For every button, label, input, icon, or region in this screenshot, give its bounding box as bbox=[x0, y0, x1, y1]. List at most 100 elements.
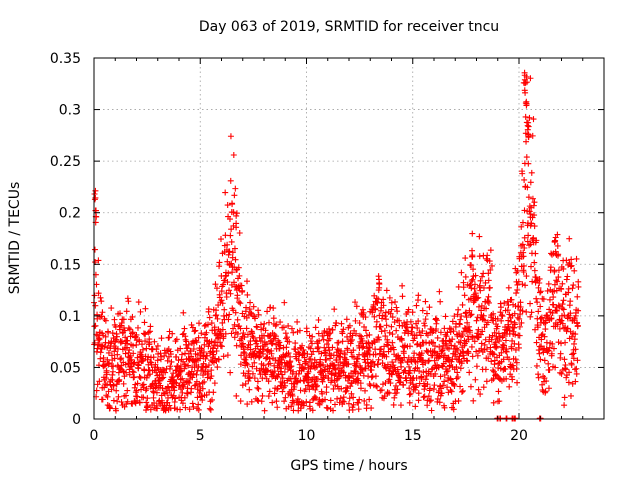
data-point bbox=[118, 355, 125, 362]
data-point bbox=[466, 323, 473, 330]
data-point bbox=[508, 296, 515, 303]
data-point bbox=[427, 397, 434, 404]
data-point bbox=[449, 336, 456, 343]
data-point bbox=[313, 395, 320, 402]
data-point bbox=[473, 363, 480, 370]
data-point bbox=[463, 314, 470, 321]
data-point bbox=[234, 316, 241, 323]
data-point bbox=[212, 312, 219, 319]
data-point bbox=[309, 333, 316, 340]
data-point bbox=[324, 405, 331, 412]
data-point bbox=[195, 406, 202, 413]
data-point bbox=[237, 300, 244, 307]
data-point bbox=[140, 357, 147, 364]
data-point bbox=[538, 314, 545, 321]
data-point bbox=[466, 369, 473, 376]
data-point bbox=[488, 262, 495, 269]
x-tick-label: 15 bbox=[404, 428, 422, 444]
data-point bbox=[438, 350, 445, 357]
x-axis-label: GPS time / hours bbox=[290, 458, 407, 474]
data-point bbox=[427, 385, 434, 392]
data-point bbox=[234, 292, 241, 299]
data-point bbox=[135, 299, 142, 306]
data-point bbox=[516, 323, 523, 330]
data-point bbox=[139, 346, 146, 353]
data-point bbox=[535, 347, 542, 354]
data-point bbox=[239, 287, 246, 294]
data-point bbox=[436, 343, 443, 350]
data-point bbox=[436, 288, 443, 295]
data-point bbox=[227, 177, 234, 184]
data-point bbox=[348, 390, 355, 397]
data-point bbox=[457, 365, 464, 372]
data-point bbox=[483, 305, 490, 312]
data-point bbox=[516, 315, 523, 322]
data-point bbox=[340, 369, 347, 376]
data-point bbox=[253, 323, 260, 330]
data-point bbox=[130, 360, 137, 367]
data-point bbox=[205, 370, 212, 377]
data-point bbox=[300, 365, 307, 372]
data-point bbox=[224, 352, 231, 359]
data-point bbox=[488, 336, 495, 343]
data-point bbox=[348, 336, 355, 343]
data-point bbox=[191, 357, 198, 364]
data-point bbox=[405, 363, 412, 370]
data-point bbox=[214, 315, 221, 322]
data-point bbox=[181, 381, 188, 388]
data-point bbox=[491, 351, 498, 358]
data-point bbox=[98, 345, 105, 352]
data-point bbox=[463, 357, 470, 364]
data-point bbox=[315, 316, 322, 323]
data-point bbox=[493, 344, 500, 351]
data-point bbox=[344, 347, 351, 354]
data-point bbox=[97, 294, 104, 301]
data-point bbox=[125, 325, 132, 332]
grid-lines bbox=[94, 58, 604, 419]
data-point bbox=[393, 304, 400, 311]
data-point bbox=[407, 390, 414, 397]
data-point bbox=[283, 335, 290, 342]
data-point bbox=[229, 249, 236, 256]
data-point bbox=[499, 313, 506, 320]
data-point bbox=[137, 374, 144, 381]
data-point bbox=[484, 319, 491, 326]
data-point bbox=[472, 272, 479, 279]
data-point bbox=[318, 367, 325, 374]
data-point bbox=[483, 255, 490, 262]
data-point bbox=[292, 340, 299, 347]
data-point bbox=[266, 333, 273, 340]
data-point bbox=[521, 234, 528, 241]
data-point bbox=[211, 380, 218, 387]
data-point bbox=[297, 405, 304, 412]
data-point bbox=[350, 347, 357, 354]
data-point bbox=[281, 299, 288, 306]
data-point bbox=[296, 361, 303, 368]
data-point bbox=[338, 348, 345, 355]
data-point bbox=[375, 361, 382, 368]
data-point bbox=[322, 396, 329, 403]
data-point bbox=[387, 363, 394, 370]
data-point bbox=[216, 259, 223, 266]
data-point bbox=[294, 378, 301, 385]
data-point bbox=[490, 399, 497, 406]
data-point bbox=[369, 358, 376, 365]
data-point bbox=[477, 287, 484, 294]
data-point bbox=[143, 385, 150, 392]
data-point bbox=[339, 398, 346, 405]
data-point bbox=[243, 325, 250, 332]
data-point bbox=[371, 339, 378, 346]
data-point bbox=[365, 348, 372, 355]
data-point bbox=[300, 346, 307, 353]
data-point bbox=[388, 306, 395, 313]
data-point bbox=[475, 326, 482, 333]
data-point bbox=[228, 330, 235, 337]
data-point bbox=[559, 280, 566, 287]
data-point bbox=[191, 382, 198, 389]
data-point bbox=[265, 378, 272, 385]
data-point bbox=[218, 297, 225, 304]
data-point bbox=[184, 390, 191, 397]
data-point bbox=[333, 320, 340, 327]
data-point bbox=[192, 327, 199, 334]
data-point bbox=[520, 253, 527, 260]
